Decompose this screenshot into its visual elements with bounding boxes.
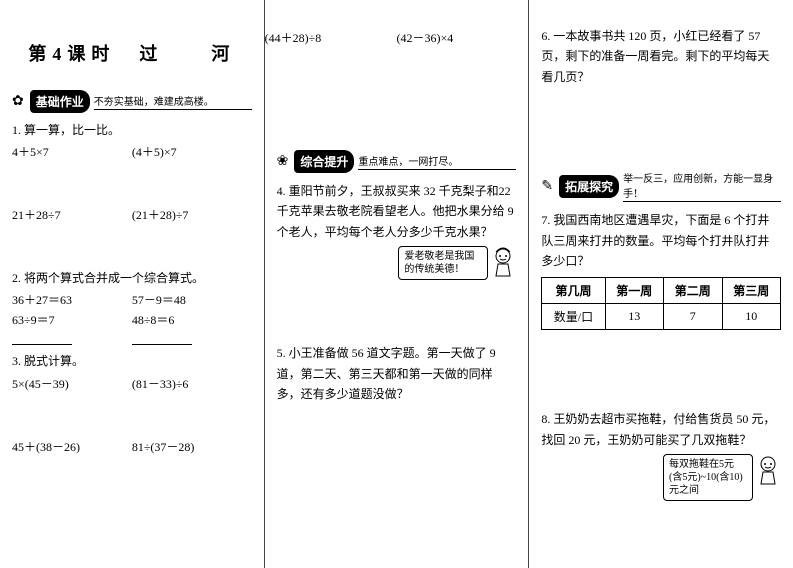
lesson-title: 第4课时 过 河 [12, 40, 252, 66]
q4-text: 4. 重阳节前夕，王叔叔买来 32 千克梨子和22 千克苹果去敬老院看望老人。他… [277, 181, 517, 242]
banner-basics-tag: 基础作业 [30, 90, 90, 113]
table-row: 第几周 第一周 第二周 第三周 [542, 278, 781, 304]
th-w1: 第一周 [605, 278, 663, 304]
q5-text: 5. 小王准备做 56 道文字题。第一天做了 9 道，第二天、第三天都和第一天做… [277, 343, 517, 404]
q2-blanks [12, 331, 252, 349]
q3-b2: 81÷(37－28) [132, 438, 252, 455]
q1-row1: 4＋5×7 (4＋5)×7 [12, 143, 252, 160]
q2-head: 2. 将两个算式合并成一个综合算式。 [12, 269, 252, 288]
q1-row2: 21＋28÷7 (21＋28)÷7 [12, 206, 252, 223]
q3-b1: 45＋(38－26) [12, 438, 132, 455]
banner-combined: ❀ 综合提升 重点难点，一网打尽。 [277, 150, 517, 173]
boy-icon [755, 454, 781, 488]
banner-combined-tag: 综合提升 [294, 150, 354, 173]
q3-a2: (81－33)÷6 [132, 375, 252, 392]
th-w3: 第三周 [722, 278, 781, 304]
column-2: (44＋28)÷8 (42－36)×4 ❀ 综合提升 重点难点，一网打尽。 4.… [265, 0, 530, 568]
banner-combined-sub: 重点难点，一网打尽。 [358, 153, 516, 170]
q6-text: 6. 一本故事书共 120 页，小红已经看了 57 页，剩下的准备一周看完。剩下… [541, 26, 781, 87]
td-v3: 10 [722, 304, 781, 330]
td-label: 数量/口 [542, 304, 605, 330]
q1-r1a: 4＋5×7 [12, 143, 132, 160]
q3-row-a: 5×(45－39) (81－33)÷6 [12, 375, 252, 392]
col2-topA: (44＋28)÷8 [265, 29, 397, 46]
q8-text: 8. 王奶奶去超市买拖鞋，付给售货员 50 元，找回 20 元，王奶奶可能买了几… [541, 409, 781, 450]
q1-r2b: (21＋28)÷7 [132, 206, 252, 223]
q2-a1: 36＋27＝63 [12, 291, 132, 308]
q2-row-b: 63÷9＝7 48÷8＝6 [12, 311, 252, 328]
th-w2: 第二周 [664, 278, 722, 304]
q4-speech-wrap: 爱老敬老是我国的传统美德！ [277, 246, 517, 280]
banner-extend-sub: 举一反三，应用创新，方能一显身手！ [623, 170, 781, 202]
pencil-icon: ✎ [541, 178, 553, 195]
banner-basics-sub: 不夯实基础，难建成高楼。 [94, 93, 252, 110]
banner-extend-tag: 拓展探究 [559, 175, 619, 198]
banner-extend: ✎ 拓展探究 举一反三，应用创新，方能一显身手！ [541, 170, 781, 202]
q8-speech-bubble: 每双拖鞋在5元(含5元)~10(含10)元之间 [663, 454, 753, 501]
girl-icon [490, 246, 516, 280]
blank-line [12, 331, 72, 345]
table-row: 数量/口 13 7 10 [542, 304, 781, 330]
td-v1: 13 [605, 304, 663, 330]
q1-head: 1. 算一算，比一比。 [12, 121, 252, 140]
q7-table: 第几周 第一周 第二周 第三周 数量/口 13 7 10 [541, 277, 781, 330]
q2-row-a: 36＋27＝63 57－9＝48 [12, 291, 252, 308]
q1-r1b: (4＋5)×7 [132, 143, 252, 160]
flower-icon: ❀ [277, 153, 289, 170]
column-3: 6. 一本故事书共 120 页，小红已经看了 57 页，剩下的准备一周看完。剩下… [529, 0, 793, 568]
td-v2: 7 [664, 304, 722, 330]
q3-row-b: 45＋(38－26) 81÷(37－28) [12, 438, 252, 455]
q8-speech-wrap: 每双拖鞋在5元(含5元)~10(含10)元之间 [541, 454, 781, 501]
blank-line [132, 331, 192, 345]
col2-topB: (42－36)×4 [397, 29, 529, 46]
q3-a1: 5×(45－39) [12, 375, 132, 392]
flower-icon: ✿ [12, 93, 24, 110]
column-1: 第4课时 过 河 ✿ 基础作业 不夯实基础，难建成高楼。 1. 算一算，比一比。… [0, 0, 265, 568]
banner-basics: ✿ 基础作业 不夯实基础，难建成高楼。 [12, 90, 252, 113]
col2-top-row: (44＋28)÷8 (42－36)×4 [265, 29, 529, 46]
q2-a2: 57－9＝48 [132, 291, 252, 308]
q1-r2a: 21＋28÷7 [12, 206, 132, 223]
q2-b2: 48÷8＝6 [132, 311, 252, 328]
worksheet-page: 第4课时 过 河 ✿ 基础作业 不夯实基础，难建成高楼。 1. 算一算，比一比。… [0, 0, 793, 568]
q7-text: 7. 我国西南地区遭遇旱灾，下面是 6 个打井队三周来打井的数量。平均每个打井队… [541, 210, 781, 271]
q3-head: 3. 脱式计算。 [12, 352, 252, 371]
th-week: 第几周 [542, 278, 605, 304]
q2-b1: 63÷9＝7 [12, 311, 132, 328]
q4-speech-bubble: 爱老敬老是我国的传统美德！ [398, 246, 488, 280]
